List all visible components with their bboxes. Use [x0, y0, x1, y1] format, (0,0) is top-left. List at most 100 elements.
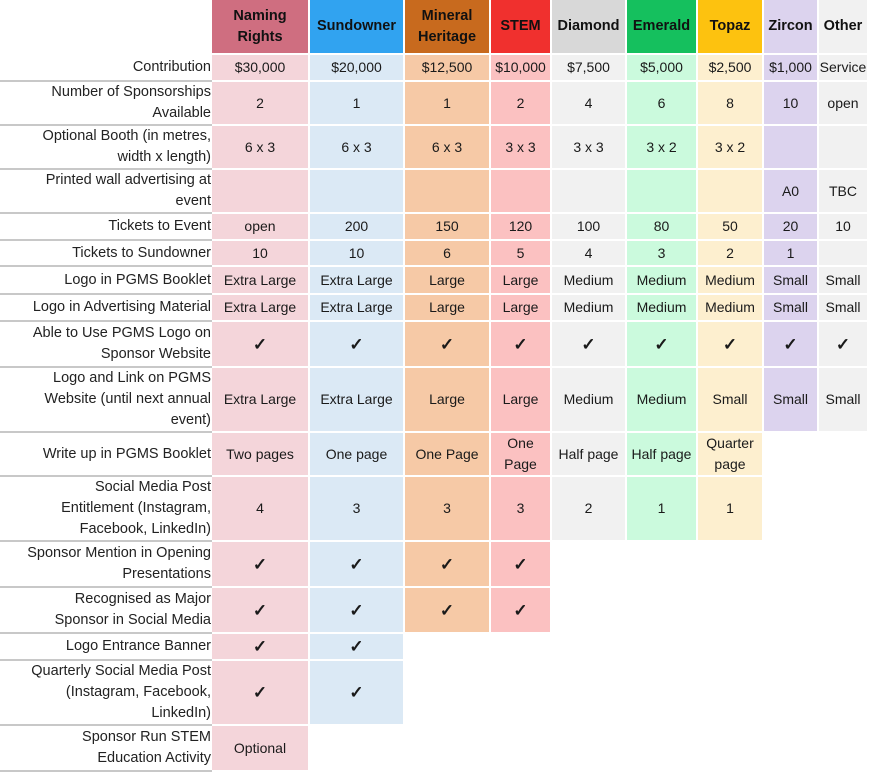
checkmark-icon: ✓ [310, 634, 405, 661]
benefit-value: Small [698, 368, 764, 433]
checkmark-icon: ✓ [491, 322, 552, 368]
benefit-value: Medium [698, 267, 764, 295]
benefit-value [405, 170, 491, 214]
benefit-row: Logo in PGMS Booklet Extra Large Extra Lar… [0, 267, 869, 295]
empty-cell [764, 433, 819, 477]
empty-cell [405, 661, 491, 726]
tier-header-topaz: Topaz [698, 0, 764, 55]
benefit-label: Able to Use PGMS Logo on Sponsor Website [0, 322, 212, 368]
benefit-value: Extra Large [212, 368, 310, 433]
checkmark-icon: ✓ [627, 322, 698, 368]
benefit-row: Optional Booth (in metres, width x lengt… [0, 126, 869, 170]
tier-header-stem: STEM [491, 0, 552, 55]
benefit-label: Sponsor Run STEM Education Activity [0, 726, 212, 772]
benefit-row: Number of Sponsorships Available 2 1 1 2 4 6 8 1… [0, 82, 869, 126]
benefit-value: 1 [698, 477, 764, 542]
checkmark-icon: ✓ [491, 542, 552, 588]
benefit-value: One page [310, 433, 405, 477]
checkmark-icon: ✓ [212, 661, 310, 726]
benefit-label: Logo and Link on PGMS Website (until nex… [0, 368, 212, 433]
benefit-label: Write up in PGMS Booklet [0, 433, 212, 477]
benefit-value: 3 x 3 [552, 126, 627, 170]
empty-cell [405, 634, 491, 661]
benefit-value: Small [764, 368, 819, 433]
benefit-row: Sponsor Run STEM Education Activity Optio… [0, 726, 869, 772]
benefit-row: Printed wall advertising at event A0 TBC [0, 170, 869, 214]
tier-header-naming-rights: Naming Rights [212, 0, 310, 55]
benefit-row: Contribution $30,000 $20,000 $12,500 $10,000… [0, 55, 869, 82]
benefit-value: Extra Large [212, 295, 310, 322]
empty-cell [552, 588, 627, 634]
benefit-value: 4 [212, 477, 310, 542]
benefit-value: 6 [627, 82, 698, 126]
benefit-value: 1 [310, 82, 405, 126]
benefit-value: Small [819, 295, 869, 322]
benefit-value: $10,000 [491, 55, 552, 82]
benefit-value: 10 [764, 82, 819, 126]
benefit-value: Extra Large [212, 267, 310, 295]
benefit-value: Optional [212, 726, 310, 772]
benefit-value: Extra Large [310, 368, 405, 433]
empty-cell [764, 542, 819, 588]
benefit-value: open [819, 82, 869, 126]
benefit-value: 120 [491, 214, 552, 241]
benefit-value: Half page [552, 433, 627, 477]
empty-cell [819, 661, 869, 726]
benefit-label: Number of Sponsorships Available [0, 82, 212, 126]
benefit-value: 200 [310, 214, 405, 241]
benefit-value: 50 [698, 214, 764, 241]
benefit-value [212, 170, 310, 214]
benefit-label: Recognised as Major Sponsor in Social Me… [0, 588, 212, 634]
benefit-label: Logo in Advertising Material [0, 295, 212, 322]
benefit-value [764, 126, 819, 170]
checkmark-icon: ✓ [698, 322, 764, 368]
benefit-value: Half page [627, 433, 698, 477]
checkmark-icon: ✓ [819, 322, 869, 368]
benefit-label: Quarterly Social Media Post (Instagram, … [0, 661, 212, 726]
benefit-value: Large [405, 267, 491, 295]
benefit-value: Small [764, 295, 819, 322]
empty-cell [819, 588, 869, 634]
benefit-value [819, 241, 869, 267]
empty-cell [698, 726, 764, 772]
benefit-value: 80 [627, 214, 698, 241]
benefit-value [819, 126, 869, 170]
empty-cell [819, 433, 869, 477]
tier-header-diamond: Diamond [552, 0, 627, 55]
benefit-value: 10 [212, 241, 310, 267]
benefit-value: 5 [491, 241, 552, 267]
benefit-value: Small [819, 267, 869, 295]
empty-cell [552, 726, 627, 772]
benefit-value: Two pages [212, 433, 310, 477]
benefit-value: Small [819, 368, 869, 433]
empty-cell [764, 634, 819, 661]
benefit-value: 3 [405, 477, 491, 542]
benefit-value: 2 [552, 477, 627, 542]
benefit-value: Medium [552, 368, 627, 433]
benefit-row: Logo in Advertising Material Extra Large E… [0, 295, 869, 322]
benefit-value: 6 x 3 [405, 126, 491, 170]
benefit-value: Medium [627, 368, 698, 433]
empty-cell [627, 634, 698, 661]
empty-cell [819, 634, 869, 661]
benefit-value: 10 [819, 214, 869, 241]
benefit-label: Contribution [0, 55, 212, 82]
benefit-row: Social Media Post Entitlement (Instagram… [0, 477, 869, 542]
benefit-value: 6 [405, 241, 491, 267]
empty-cell [698, 661, 764, 726]
checkmark-icon: ✓ [552, 322, 627, 368]
checkmark-icon: ✓ [212, 634, 310, 661]
benefit-value [491, 170, 552, 214]
checkmark-icon: ✓ [764, 322, 819, 368]
benefit-value: 1 [627, 477, 698, 542]
benefit-value: Small [764, 267, 819, 295]
empty-cell [764, 477, 819, 542]
empty-cell [819, 542, 869, 588]
benefit-label: Printed wall advertising at event [0, 170, 212, 214]
benefit-label: Tickets to Sundowner [0, 241, 212, 267]
benefit-label: Logo in PGMS Booklet [0, 267, 212, 295]
benefit-value: open [212, 214, 310, 241]
benefit-value: 3 x 2 [698, 126, 764, 170]
empty-cell [552, 661, 627, 726]
checkmark-icon: ✓ [310, 322, 405, 368]
